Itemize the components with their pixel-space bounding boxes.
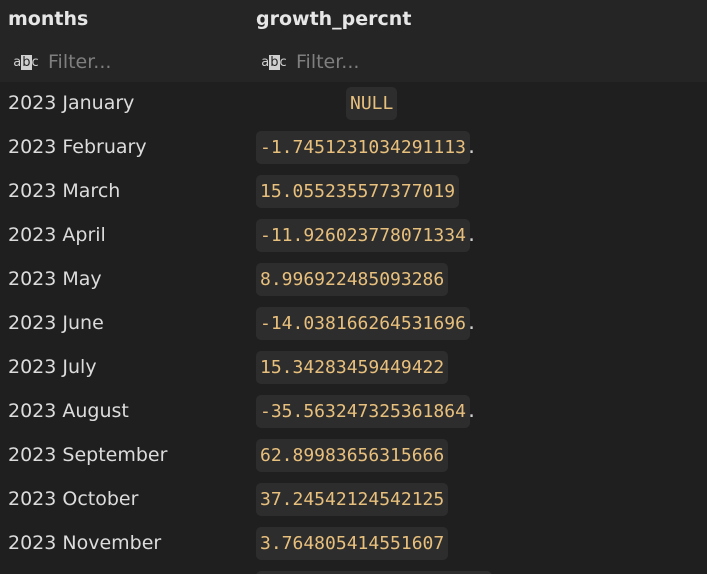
growth-cell[interactable]: 15.055235577377019 xyxy=(256,175,460,208)
growth-cell[interactable]: 8.996922485093286 xyxy=(256,263,449,296)
month-cell[interactable]: 2023 January xyxy=(8,92,135,114)
month-cell[interactable]: 2023 June xyxy=(8,312,104,334)
table-row[interactable]: 2023 August -35.563247325361864 xyxy=(0,390,707,434)
table-row[interactable]: 2023 October 37.24542124542125 xyxy=(0,478,707,522)
column-header-growth-percnt[interactable]: growth_percnt xyxy=(256,8,412,30)
growth-cell[interactable]: 62.89983656315666 xyxy=(256,439,449,472)
growth-cell-null[interactable]: NULL xyxy=(346,87,398,120)
table-row[interactable]: 2023 May 8.996922485093286 xyxy=(0,258,707,302)
column-header-months[interactable]: months xyxy=(8,8,89,30)
month-cell[interactable]: 2023 September xyxy=(8,444,168,466)
growth-cell[interactable]: -11.926023778071334 xyxy=(256,219,477,252)
months-filter-input[interactable] xyxy=(48,51,228,73)
month-cell[interactable]: 2023 May xyxy=(8,268,102,290)
month-cell[interactable]: 2023 July xyxy=(8,356,97,378)
growth-cell[interactable]: 37.24542124542125 xyxy=(256,483,449,516)
table-row[interactable]: 2023 November 3.764805414551607 xyxy=(0,522,707,566)
growth-cell[interactable]: -35.563247325361864 xyxy=(256,395,477,428)
growth-cell[interactable]: -14.038166264531696 xyxy=(256,307,477,340)
growth-filter-input[interactable] xyxy=(296,51,476,73)
month-cell[interactable]: 2023 August xyxy=(8,400,129,422)
growth-cell[interactable]: 15.34283459449422 xyxy=(256,351,449,384)
month-cell[interactable]: 2023 March xyxy=(8,180,121,202)
month-cell[interactable]: 2023 February xyxy=(8,136,147,158)
table-row[interactable]: 2023 April -11.926023778071334 xyxy=(0,214,707,258)
growth-cell[interactable] xyxy=(256,571,492,574)
growth-cell[interactable]: -1.7451231034291113 xyxy=(256,131,477,164)
month-cell[interactable]: 2023 October xyxy=(8,488,139,510)
grid-body: 2023 January NULL 2023 February -1.74512… xyxy=(0,82,707,574)
table-row[interactable]: 2023 September 62.89983656315666 xyxy=(0,434,707,478)
table-row[interactable]: 2023 February -1.7451231034291113 xyxy=(0,126,707,170)
table-row[interactable]: 2023 March 15.055235577377019 xyxy=(0,170,707,214)
table-row-partial[interactable] xyxy=(0,566,707,574)
grid-header: months growth_percnt abc abc xyxy=(0,0,707,82)
month-cell[interactable]: 2023 November xyxy=(8,532,162,554)
table-row[interactable]: 2023 June -14.038166264531696 xyxy=(0,302,707,346)
table-row[interactable]: 2023 January NULL xyxy=(0,82,707,126)
growth-cell[interactable]: 3.764805414551607 xyxy=(256,527,449,560)
month-cell[interactable]: 2023 April xyxy=(8,224,106,246)
table-row[interactable]: 2023 July 15.34283459449422 xyxy=(0,346,707,390)
